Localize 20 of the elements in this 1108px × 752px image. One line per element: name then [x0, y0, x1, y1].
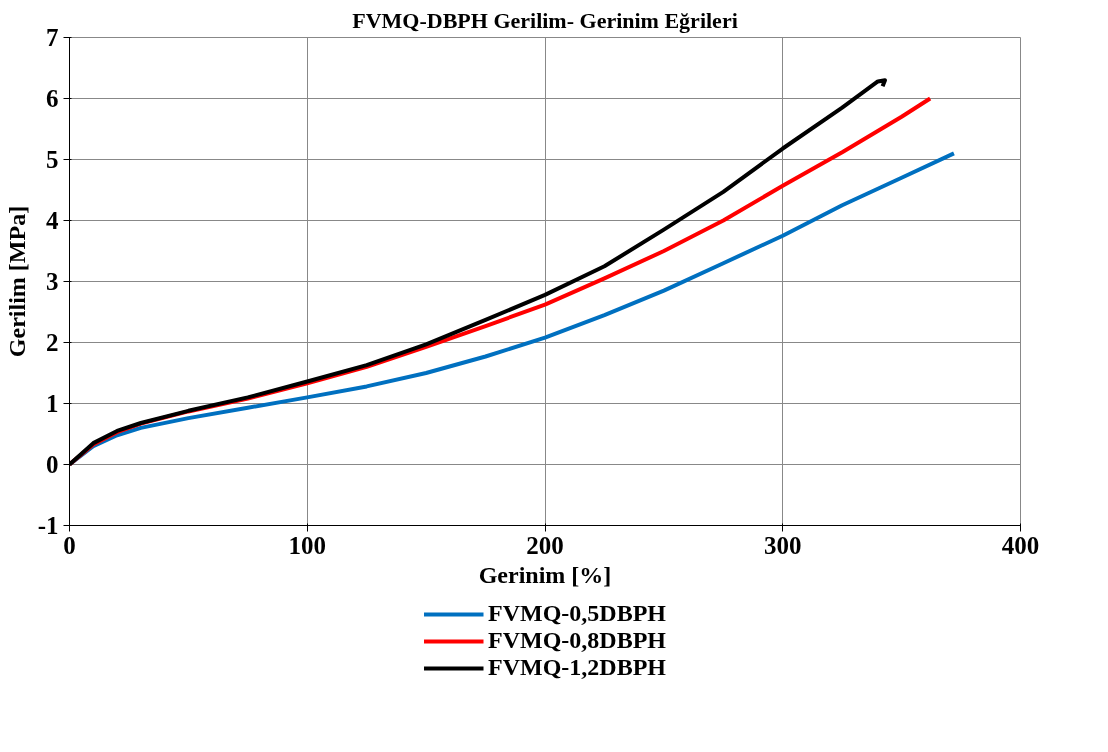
y-tick-label: 6	[46, 85, 59, 112]
y-tick-label: 4	[46, 207, 59, 234]
y-axis-title: Gerilim [MPa]	[3, 205, 30, 358]
x-tick-label: 200	[526, 531, 564, 559]
x-tick-label: 100	[288, 531, 326, 559]
legend-label: FVMQ-1,2DBPH	[488, 654, 666, 681]
x-tick-label: 300	[764, 531, 802, 559]
x-tick-label: 400	[1001, 531, 1040, 559]
y-tick-label: -1	[37, 512, 59, 539]
y-tick-label: 3	[46, 268, 59, 295]
legend-label: FVMQ-0,5DBPH	[488, 600, 666, 627]
y-tick-label: 0	[46, 451, 59, 478]
y-tick-label: 1	[46, 390, 59, 417]
x-axis-title: Gerinim [%]	[478, 561, 612, 588]
legend-label: FVMQ-0,8DBPH	[488, 627, 666, 654]
y-tick-label: 5	[46, 146, 59, 173]
x-tick-label: 0	[63, 531, 76, 559]
y-tick-label: 2	[46, 329, 59, 356]
chart-title: FVMQ-DBPH Gerilim- Gerinim Eğrileri	[352, 7, 738, 33]
y-tick-label: 7	[46, 24, 59, 51]
